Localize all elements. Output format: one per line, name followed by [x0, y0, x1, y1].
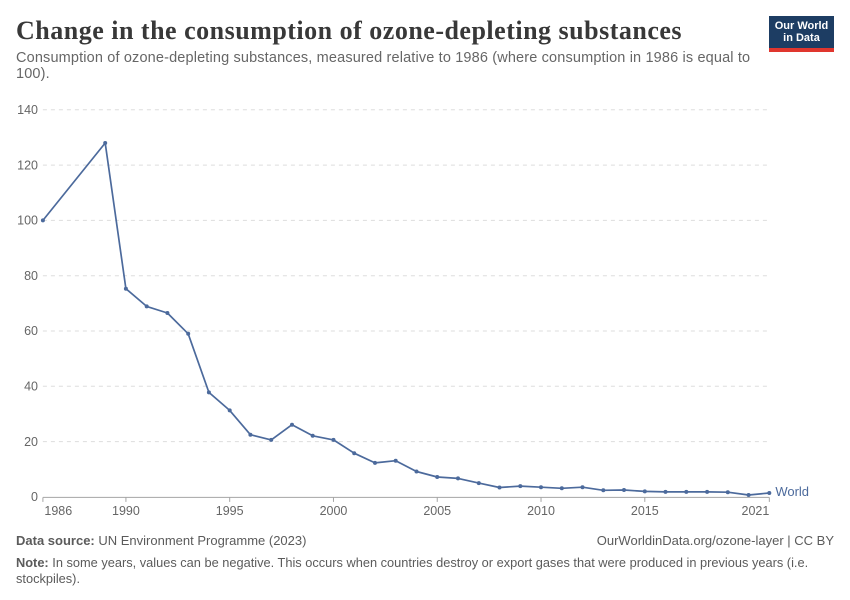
data-point-marker — [414, 469, 419, 474]
data-point-marker — [269, 437, 274, 442]
data-point-marker — [248, 432, 253, 437]
data-point-marker — [580, 485, 585, 490]
data-point-marker — [684, 489, 689, 494]
y-axis-label: 80 — [24, 269, 38, 283]
data-point-marker — [559, 486, 564, 491]
data-source-value: UN Environment Programme (2023) — [94, 533, 307, 548]
data-point-marker — [476, 481, 481, 486]
y-axis-label: 100 — [17, 214, 38, 228]
data-point-marker — [601, 488, 606, 493]
y-axis-label: 120 — [17, 158, 38, 172]
note-text: In some years, values can be negative. T… — [16, 555, 809, 586]
data-point-marker — [103, 141, 108, 145]
x-axis-label: 1990 — [112, 504, 140, 518]
footer-note: Note: In some years, values can be negat… — [16, 555, 816, 586]
data-point-marker — [705, 489, 710, 494]
data-point-marker — [539, 485, 543, 490]
data-point-marker — [642, 489, 647, 494]
data-point-marker — [393, 458, 398, 463]
x-axis-label: 2015 — [631, 504, 659, 518]
data-point-marker — [40, 218, 45, 223]
series-entity-label: World — [775, 484, 809, 499]
data-point-marker — [518, 484, 523, 489]
data-point-marker — [331, 437, 336, 442]
footer-source-row: Data source: UN Environment Programme (2… — [16, 533, 834, 548]
data-point-marker — [456, 476, 460, 481]
credit-link[interactable]: OurWorldinData.org/ozone-layer | CC BY — [596, 533, 834, 548]
data-point-marker — [206, 390, 211, 395]
y-axis-label: 0 — [31, 490, 38, 504]
data-source-text: Data source: UN Environment Programme (2… — [16, 533, 306, 548]
data-point-marker — [373, 460, 377, 465]
owid-logo-line1: Our World — [774, 19, 829, 32]
x-axis-label: 2021 — [742, 504, 770, 518]
data-point-marker — [352, 451, 357, 456]
owid-logo[interactable]: Our World in Data — [769, 16, 834, 52]
data-point-marker — [746, 493, 751, 497]
x-axis-label: 2010 — [527, 504, 555, 518]
data-point-marker — [497, 485, 502, 490]
chart-subtitle: Consumption of ozone-depleting substance… — [16, 50, 751, 82]
data-point-marker — [144, 304, 149, 309]
owid-logo-line2: in Data — [783, 32, 820, 44]
y-axis-label: 20 — [24, 435, 38, 449]
data-point-marker — [123, 286, 128, 291]
data-point-marker — [310, 433, 315, 438]
data-point-marker — [435, 475, 440, 479]
data-source-label: Data source: — [16, 533, 95, 548]
data-point-marker — [227, 408, 232, 413]
data-point-marker — [725, 490, 730, 495]
data-point-marker — [767, 491, 772, 495]
series-line — [42, 142, 771, 496]
data-point-marker — [663, 489, 668, 494]
y-axis-label: 60 — [24, 324, 38, 338]
y-axis-label: 140 — [17, 103, 38, 117]
note-label: Note: — [16, 555, 49, 570]
data-point-marker — [622, 488, 626, 492]
data-point-marker — [186, 331, 191, 336]
x-axis-label: 2000 — [320, 504, 348, 518]
x-axis-label: 1986 — [44, 504, 72, 518]
x-axis-label: 1995 — [216, 504, 244, 518]
chart-title: Change in the consumption of ozone-deple… — [16, 16, 683, 45]
data-point-marker — [165, 311, 170, 315]
data-point-marker — [290, 422, 294, 427]
y-axis-label: 40 — [24, 380, 38, 394]
x-axis-label: 2005 — [423, 504, 451, 518]
